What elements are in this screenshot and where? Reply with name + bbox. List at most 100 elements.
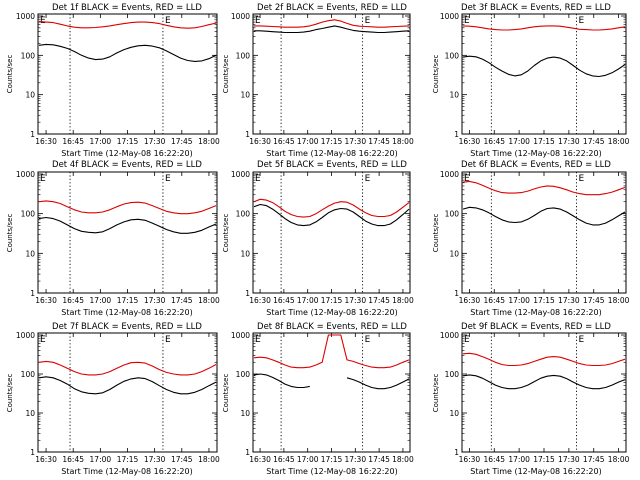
- series-line-red: [253, 334, 410, 369]
- x-tick-label: 17:15: [321, 455, 343, 464]
- y-tick-label: 10: [449, 409, 459, 418]
- panel-6: Det 6f BLACK = Events, RED = LLD Counts/…: [432, 160, 630, 317]
- x-tick-label: 16:30: [249, 455, 271, 464]
- x-tick-label: 17:30: [558, 455, 580, 464]
- series-line-black: [38, 376, 217, 395]
- y-axis-label: Counts/sec: [222, 374, 230, 413]
- x-tick-label: 18:00: [392, 137, 414, 146]
- x-tick-label: 18:00: [198, 296, 220, 305]
- x-axis-label: Start Time (12-May-08 16:22:20): [61, 149, 192, 158]
- panel-9: Det 9f BLACK = Events, RED = LLD Counts/…: [432, 322, 630, 476]
- x-tick-label: 17:00: [297, 296, 319, 305]
- flag-label: E: [40, 16, 46, 26]
- x-tick-label: 17:15: [533, 137, 555, 146]
- y-tick-label: 100: [21, 370, 36, 379]
- x-tick-label: 17:30: [344, 296, 366, 305]
- flag-label: E: [40, 335, 46, 345]
- y-tick-label: 1: [30, 130, 35, 139]
- y-tick-label: 1: [245, 448, 250, 457]
- y-tick-label: 10: [240, 409, 250, 418]
- x-tick-label: 17:30: [144, 455, 166, 464]
- panel-4: Det 4f BLACK = Events, RED = LLD Counts/…: [6, 160, 220, 317]
- panel-title: Det 4f BLACK = Events, RED = LLD: [52, 160, 202, 170]
- panel-1: Det 1f BLACK = Events, RED = LLD Counts/…: [6, 3, 220, 158]
- y-tick-label: 1: [30, 289, 35, 298]
- flag-label: E: [165, 16, 171, 26]
- series-line-black: [462, 374, 626, 390]
- series-line-red: [462, 352, 626, 367]
- series-line-black: [254, 25, 410, 34]
- x-tick-label: 17:30: [558, 137, 580, 146]
- series-line-red: [38, 360, 217, 376]
- x-tick-label: 17:00: [508, 137, 530, 146]
- x-tick-label: 17:15: [321, 137, 343, 146]
- x-tick-label: 17:30: [558, 296, 580, 305]
- x-tick-label: 16:30: [249, 296, 271, 305]
- flag-label: E: [165, 335, 171, 345]
- series-line-red: [253, 198, 410, 218]
- panel-title: Det 5f BLACK = Events, RED = LLD: [257, 160, 407, 170]
- x-tick-label: 16:30: [35, 455, 57, 464]
- x-tick-label: 16:45: [483, 455, 505, 464]
- flag-label: E: [255, 16, 261, 26]
- series-line-red: [462, 25, 626, 31]
- y-tick-label: 1000: [440, 331, 459, 340]
- x-axis-label: Start Time (12-May-08 16:22:20): [61, 467, 192, 476]
- y-tick-label: 10: [25, 91, 35, 100]
- x-tick-label: 17:00: [90, 137, 112, 146]
- y-axis-label: Counts/sec: [6, 214, 14, 253]
- flag-label: E: [255, 174, 261, 184]
- x-tick-label: 17:00: [297, 137, 319, 146]
- x-tick-label: 16:30: [35, 137, 57, 146]
- y-tick-label: 1: [245, 130, 250, 139]
- series-line-red: [462, 180, 626, 196]
- plot-frame: [37, 332, 218, 453]
- x-tick-label: 18:00: [608, 137, 630, 146]
- x-tick-label: 18:00: [198, 137, 220, 146]
- panel-5: Det 5f BLACK = Events, RED = LLD Counts/…: [222, 160, 414, 317]
- x-tick-label: 17:00: [90, 455, 112, 464]
- y-tick-label: 1000: [16, 170, 35, 179]
- x-tick-label: 18:00: [608, 296, 630, 305]
- x-tick-label: 17:45: [583, 137, 605, 146]
- x-tick-label: 16:30: [459, 455, 481, 464]
- plot-frame: [37, 13, 218, 135]
- x-tick-label: 16:45: [483, 296, 505, 305]
- x-tick-label: 17:15: [533, 455, 555, 464]
- flag-label: E: [165, 174, 171, 184]
- x-tick-label: 17:45: [583, 455, 605, 464]
- y-tick-label: 1: [454, 289, 459, 298]
- series-line-black: [253, 373, 410, 390]
- x-tick-label: 16:45: [62, 455, 84, 464]
- flag-label: E: [365, 335, 371, 345]
- x-tick-label: 16:30: [459, 296, 481, 305]
- x-tick-label: 17:00: [508, 296, 530, 305]
- y-axis-label: Counts/sec: [222, 55, 230, 94]
- panel-8: Det 8f BLACK = Events, RED = LLD Counts/…: [222, 322, 414, 476]
- x-tick-label: 18:00: [608, 455, 630, 464]
- x-tick-label: 16:30: [35, 296, 57, 305]
- plot-frame: [461, 332, 627, 453]
- y-tick-label: 1000: [16, 12, 35, 21]
- y-tick-label: 100: [236, 210, 251, 219]
- flag-label: E: [578, 174, 584, 184]
- flag-label: E: [464, 16, 470, 26]
- flag-label: E: [40, 174, 46, 184]
- x-tick-label: 18:00: [392, 296, 414, 305]
- x-tick-label: 17:45: [583, 296, 605, 305]
- y-tick-label: 100: [236, 370, 251, 379]
- flag-label: E: [365, 16, 371, 26]
- x-tick-label: 16:45: [62, 296, 84, 305]
- x-tick-label: 17:00: [297, 455, 319, 464]
- y-tick-label: 10: [25, 409, 35, 418]
- x-tick-label: 17:00: [90, 296, 112, 305]
- x-tick-label: 17:45: [368, 455, 390, 464]
- plot-frame: [461, 171, 627, 294]
- series-line-red: [254, 19, 410, 28]
- flag-label: E: [464, 335, 470, 345]
- panel-title: Det 9f BLACK = Events, RED = LLD: [461, 322, 611, 332]
- series-line-red: [38, 21, 217, 29]
- panel-title: Det 7f BLACK = Events, RED = LLD: [52, 322, 202, 332]
- panel-title: Det 2f BLACK = Events, RED = LLD: [257, 3, 407, 13]
